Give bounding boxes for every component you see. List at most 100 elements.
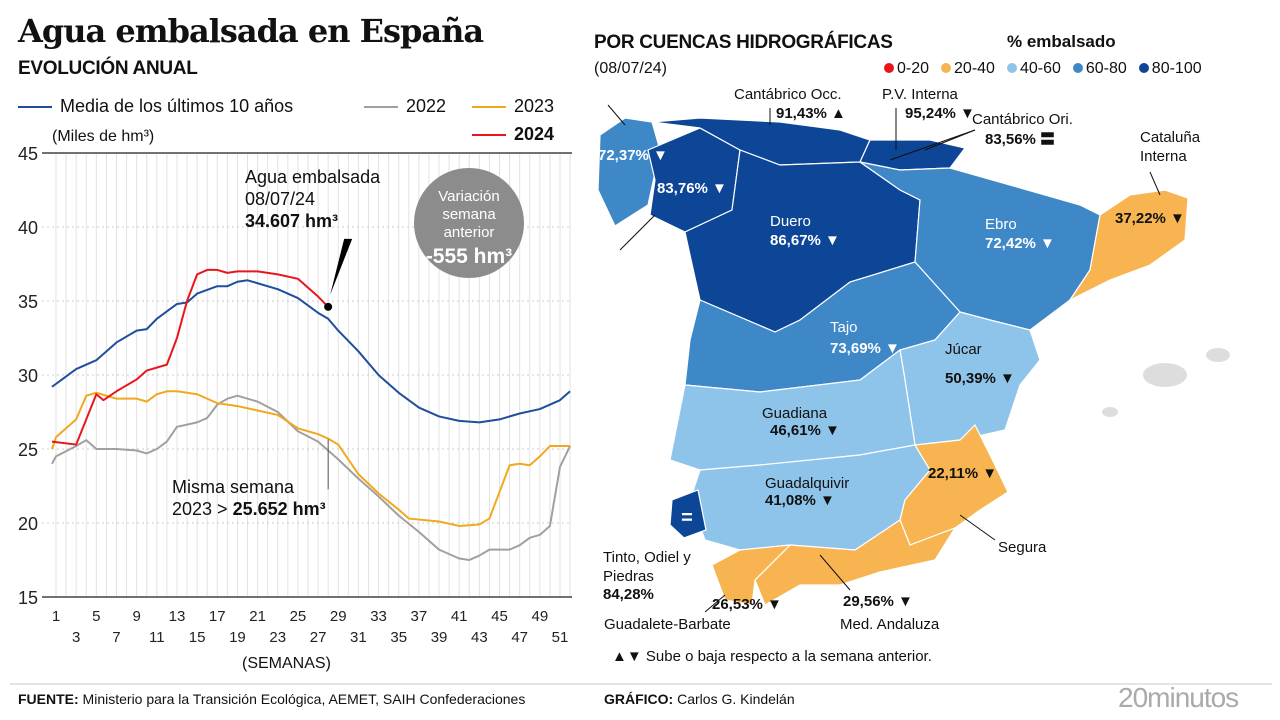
legend-dot (1072, 63, 1083, 73)
trend-down-icon: ▼ (1000, 370, 1015, 387)
basin-value: 37,22% ▼ (1115, 210, 1185, 227)
trend-down-icon: ▼ (885, 340, 900, 357)
x-tick-label: 51 (552, 629, 569, 646)
trend-down-icon: ▼ (653, 147, 668, 164)
trend-down-icon: ▼ (820, 492, 835, 509)
x-tick-label: 5 (92, 608, 100, 625)
y-tick-label: 20 (18, 514, 38, 534)
up-down-icon: ▲▼ (612, 648, 642, 665)
trend-down-icon: ▼ (898, 593, 913, 610)
balearic-islands (1102, 348, 1230, 417)
variation-badge: Variación semana anterior -555 hm³ (414, 168, 524, 278)
trend-down-icon: ▼ (960, 105, 975, 122)
basin-name-label: Tinto, Odiel y Piedras (603, 549, 691, 585)
legend-dot (941, 63, 952, 73)
map-legend-item: 0-20 (884, 60, 929, 78)
x-tick-label: 39 (431, 629, 448, 646)
current-pointer (330, 238, 353, 295)
basin-value: 41,08% ▼ (765, 492, 835, 509)
logo-20minutos: 20minutos (1118, 682, 1239, 713)
chart-subtitle: EVOLUCIÓN ANUAL (18, 58, 198, 79)
x-tick-label: 1 (52, 608, 60, 625)
y-axis-label: (Miles de hm³) (52, 128, 155, 145)
series-line-2022 (51, 394, 571, 561)
y-tick-label: 35 (18, 292, 38, 312)
basin-name-label: Miño-Sil (605, 246, 660, 263)
basin-name-label: Júcar (945, 341, 982, 358)
basin-value: 91,43% ▲ (776, 105, 846, 122)
trend-down-icon: ▼ (1170, 210, 1185, 227)
basin-cataluna-interna (1068, 189, 1189, 302)
y-tick-label: 15 (18, 588, 38, 608)
y-tick-label: 30 (18, 366, 38, 386)
x-tick-label: 23 (269, 629, 286, 646)
same-week-annotation: Misma semana 2023 > 25.652 hm³ (172, 477, 326, 519)
x-tick-label: 25 (290, 608, 307, 625)
current-annotation: Agua embalsada 08/07/24 34.607 hm³ (245, 167, 381, 231)
basin-name-label: Segura (998, 539, 1047, 556)
basin-name-label: Ebro (985, 216, 1017, 233)
basin-value: 50,39% ▼ (945, 370, 1015, 387)
series-line-2024 (51, 268, 329, 446)
basin-name-label: Cantábrico Ori. (972, 111, 1073, 128)
trend-up-icon: ▲ (831, 105, 846, 122)
basin-value: 73,69% ▼ (830, 340, 900, 357)
trend-down-icon: ▼ (712, 180, 727, 197)
footer-graphic: GRÁFICO: Carlos G. Kindelán (604, 691, 795, 707)
basin-segura (899, 423, 1009, 546)
series-line-2023 (51, 390, 571, 527)
x-tick-label: 21 (249, 608, 266, 625)
map-legend-item: 20-40 (941, 60, 995, 78)
basin-value: 46,61% ▼ (770, 422, 840, 439)
x-tick-label: 41 (451, 608, 468, 625)
trend-down-icon: ▼ (1040, 235, 1055, 252)
legend-dot (1138, 63, 1149, 73)
legend-dot (884, 63, 894, 73)
basin-name-label: P.V. Interna (882, 86, 958, 103)
x-tick-label: 17 (209, 608, 226, 625)
legend-media: Media de los últimos 10 años (18, 96, 293, 117)
x-tick-label: 27 (310, 629, 327, 646)
trend-equal-icon: 〓 (1040, 131, 1056, 148)
x-tick-label: 33 (370, 608, 387, 625)
basin-value: 29,56% ▼ (843, 593, 913, 610)
x-tick-label: 19 (229, 629, 246, 646)
x-tick-label: 37 (411, 608, 428, 625)
legend-2023: 2023 (472, 96, 554, 117)
basin-value: 72,42% ▼ (985, 235, 1055, 252)
basin-name-label: Guadalete-Barbate (604, 616, 731, 633)
basin-value: 83,56% 〓 (985, 131, 1056, 148)
basin-value: 72,37% ▼ (598, 147, 668, 164)
trend-down-icon: ▼ (767, 596, 782, 613)
basin-value: 26,53% ▼ (712, 596, 782, 613)
basin-value: 83,76% ▼ (657, 180, 727, 197)
trend-down-icon: ▼ (982, 465, 998, 482)
equal-icon: = (681, 507, 693, 529)
map-legend-title: % embalsado (1007, 32, 1116, 51)
basin-name-label: Cataluña Interna (1140, 129, 1201, 165)
basin-name-label: Duero (770, 213, 811, 230)
x-tick-label: 3 (72, 629, 80, 646)
footer-divider (10, 683, 1272, 685)
leader-lines (607, 104, 1161, 613)
basin-value: 22,11% ▼ (928, 465, 998, 482)
basin-value: 84,28% (603, 586, 654, 603)
x-tick-label: 45 (491, 608, 508, 625)
x-tick-label: 43 (471, 629, 488, 646)
x-tick-label: 47 (511, 629, 528, 646)
x-tick-label: 35 (390, 629, 407, 646)
x-tick-label: 13 (169, 608, 186, 625)
x-tick-label: 7 (112, 629, 120, 646)
basin-tinto-odiel (669, 489, 707, 539)
basin-value: 86,67% ▼ (770, 232, 840, 249)
legend-2022: 2022 (364, 96, 446, 117)
map-legend-item: 80-100 (1138, 60, 1202, 78)
basin-name-label: Guadalquivir (765, 475, 850, 492)
map-legend-item: 60-80 (1072, 60, 1127, 78)
map-legend: 0-20 20-40 40-60 60-80 80-100 (884, 60, 1202, 78)
x-tick-label: 11 (149, 629, 165, 646)
basin-name-label: Guadiana (762, 405, 828, 422)
y-tick-label: 40 (18, 218, 38, 238)
